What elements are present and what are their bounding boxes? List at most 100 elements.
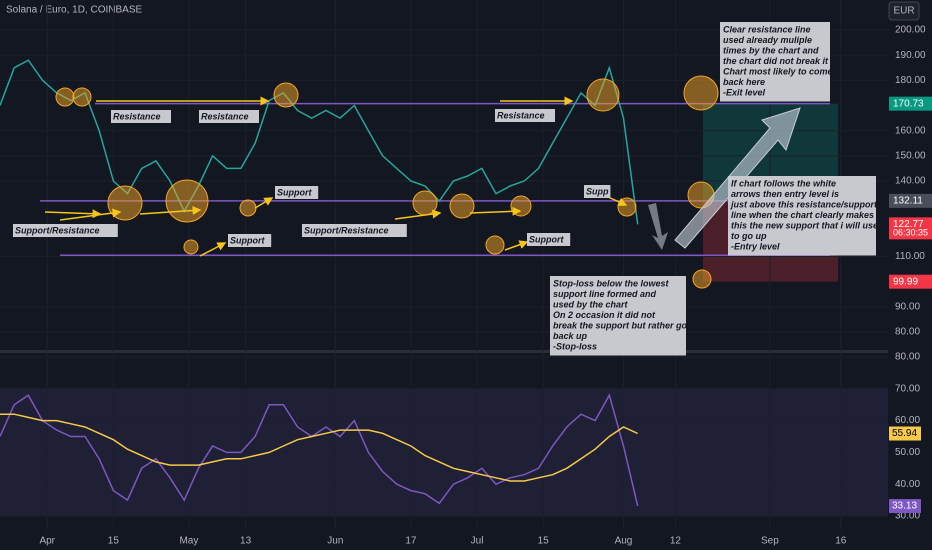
tag-bg xyxy=(111,110,171,123)
x-tick-label: 15 xyxy=(538,536,550,547)
note-line: If chart follows the white xyxy=(731,178,836,188)
price-label: 170.73 xyxy=(893,98,924,109)
note-line: to go up xyxy=(731,231,767,241)
x-tick-label: Apr xyxy=(39,536,55,547)
y-tick-label: 70.00 xyxy=(895,383,920,394)
note-line: break the support but rather go xyxy=(553,320,688,330)
arrow xyxy=(44,209,102,219)
note-line: just above this resistance/support xyxy=(730,199,878,209)
note-line: Chart most likely to come xyxy=(723,66,833,76)
y-tick-label: 140.00 xyxy=(895,176,926,187)
arrow xyxy=(254,197,274,209)
note-line: -Exit level xyxy=(723,87,766,97)
note-line: Stop-loss below the lowest xyxy=(553,278,670,288)
note-line: back up xyxy=(553,331,588,341)
highlight-circle xyxy=(617,197,637,217)
tag: Support xyxy=(230,235,265,245)
note-line: On 2 occasion it did not xyxy=(553,310,656,320)
tag: Support xyxy=(529,234,564,244)
note-line: back here xyxy=(723,77,765,87)
arrow xyxy=(607,196,628,207)
highlight-circle xyxy=(510,195,532,217)
price-label-bg xyxy=(889,274,932,289)
pane-separator xyxy=(0,350,888,353)
note-bg xyxy=(550,276,686,356)
price-label: 132.11 xyxy=(893,195,923,206)
highlight-circle xyxy=(165,179,209,223)
tag: Supp xyxy=(586,186,609,196)
highlight-circle xyxy=(449,193,475,219)
series-line xyxy=(0,413,639,482)
tag: Support/Resistance xyxy=(15,225,100,235)
note-line: -Entry level xyxy=(731,241,780,251)
y-tick-label: 190.00 xyxy=(895,50,926,61)
note-bg xyxy=(728,176,876,256)
note-bg xyxy=(720,22,830,102)
series-line xyxy=(0,393,639,507)
x-tick-label: Jun xyxy=(327,536,343,547)
x-tick-label: 13 xyxy=(240,536,252,547)
x-tick-label: 17 xyxy=(405,536,417,547)
arrow xyxy=(199,242,227,257)
symbol-title: Solana / Euro, 1D, COINBASE xyxy=(6,5,143,16)
y-tick-label: 200.00 xyxy=(895,25,926,36)
note-line: -Stop-loss xyxy=(553,341,597,351)
highlight-circle xyxy=(183,239,199,255)
note-line: times by the chart and xyxy=(723,45,819,55)
y-tick-label: 110.00 xyxy=(895,251,925,262)
highlight-circle xyxy=(55,87,75,107)
highlight-circle xyxy=(683,75,719,111)
y-tick-label: 80.00 xyxy=(895,352,920,363)
y-tick-label: 90.00 xyxy=(895,301,920,312)
tag-bg xyxy=(584,185,611,198)
note-line: used by the chart xyxy=(553,299,629,309)
y-tick-label: 80.00 xyxy=(895,327,920,338)
tag-bg xyxy=(199,110,259,123)
trend-arrow xyxy=(648,203,668,250)
note-line: used already muliple xyxy=(723,35,812,45)
highlight-circle xyxy=(692,269,712,289)
x-tick-label: 12 xyxy=(670,536,682,547)
y-tick-label: 60.00 xyxy=(895,415,920,426)
highlight-circle xyxy=(273,82,299,108)
y-tick-label: 30.00 xyxy=(895,511,920,522)
highlight-circle xyxy=(239,199,257,217)
tag: Support/Resistance xyxy=(304,225,389,235)
tag-bg xyxy=(495,109,555,122)
tag: Resistance xyxy=(113,111,161,121)
highlight-circle xyxy=(72,87,92,107)
y-tick-label: 150.00 xyxy=(895,150,926,161)
tag-bg xyxy=(13,224,118,237)
rsi-label-bg xyxy=(889,499,921,514)
note-line: support line formed and xyxy=(553,289,657,299)
tag: Resistance xyxy=(497,110,545,120)
arrow xyxy=(394,209,442,220)
arrow xyxy=(139,206,202,215)
note-line: the chart did not break it xyxy=(723,56,829,66)
currency-button[interactable] xyxy=(888,1,920,21)
x-tick-label: Aug xyxy=(615,536,633,547)
series-line xyxy=(0,59,639,225)
x-tick-label: 16 xyxy=(835,536,847,547)
note-line: arrows then entry level is xyxy=(731,189,839,199)
arrow xyxy=(469,206,522,216)
arrow xyxy=(59,208,122,221)
note-line: line when the chart clearly makes xyxy=(731,210,874,220)
highlight-circle xyxy=(107,185,143,221)
price-label-bg xyxy=(889,96,932,111)
price-label-bg xyxy=(889,193,932,208)
highlight-circle xyxy=(586,78,620,112)
highlight-circle xyxy=(412,190,438,216)
tag-bg xyxy=(302,224,407,237)
rsi-label: 33.13 xyxy=(892,501,917,512)
rsi-label-bg xyxy=(889,426,921,441)
y-tick-label: 160.00 xyxy=(895,125,926,136)
tag: Support xyxy=(277,187,312,197)
tag-bg xyxy=(228,234,272,247)
arrow xyxy=(504,240,529,251)
x-tick-label: May xyxy=(179,536,198,547)
currency[interactable]: EUR xyxy=(893,6,914,17)
note-line: Clear resistance line xyxy=(723,24,811,34)
y-tick-label: 40.00 xyxy=(895,479,920,490)
